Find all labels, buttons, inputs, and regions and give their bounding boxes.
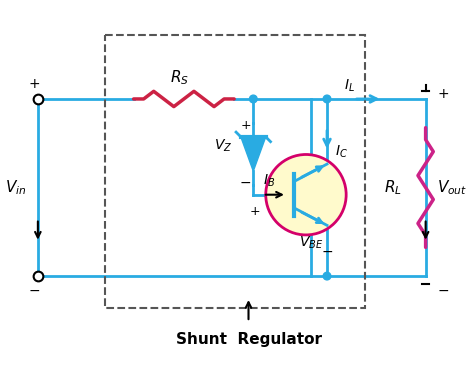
Text: −: − [28, 284, 40, 298]
Text: −: − [437, 284, 449, 298]
Text: +: + [240, 119, 251, 132]
Polygon shape [241, 137, 266, 171]
Text: Shunt  Regulator: Shunt Regulator [175, 332, 321, 347]
Circle shape [249, 95, 257, 103]
Circle shape [266, 155, 346, 235]
Text: $I_C$: $I_C$ [335, 143, 347, 160]
Text: $I_B$: $I_B$ [263, 173, 275, 190]
Text: $R_L$: $R_L$ [384, 178, 401, 197]
Text: $V_{in}$: $V_{in}$ [5, 178, 27, 197]
Text: +: + [437, 87, 449, 101]
Text: $I_L$: $I_L$ [344, 77, 355, 94]
Circle shape [323, 95, 331, 103]
Text: +: + [250, 205, 261, 218]
Text: +: + [28, 77, 40, 91]
Text: −: − [321, 244, 333, 258]
Circle shape [323, 272, 331, 280]
Text: −: − [240, 176, 251, 190]
Text: $V_Z$: $V_Z$ [214, 138, 232, 154]
Text: $V_{BE}$: $V_{BE}$ [299, 235, 323, 251]
Text: $R_S$: $R_S$ [170, 68, 189, 87]
Text: $V_{out}$: $V_{out}$ [437, 178, 467, 197]
